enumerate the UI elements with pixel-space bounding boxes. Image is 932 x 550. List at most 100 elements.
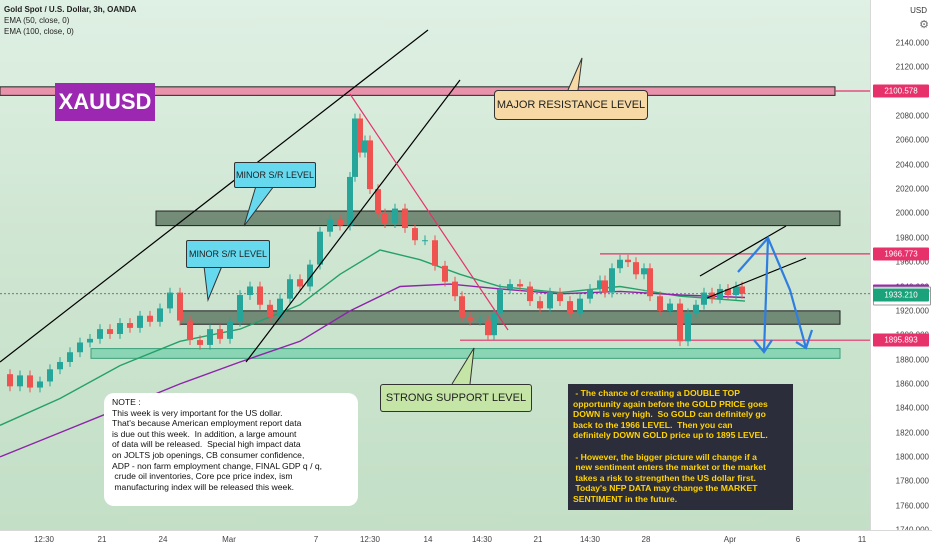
x-tick-label: 14 [423, 535, 433, 544]
candle-body [467, 316, 473, 321]
candle-body [27, 375, 33, 388]
y-tick-label: 1780.000 [895, 476, 929, 486]
candle-body [197, 340, 203, 345]
candle-body [47, 369, 53, 382]
candle-body [127, 323, 133, 328]
x-tick-label: Mar [222, 535, 236, 544]
unit-label: USD [910, 6, 927, 15]
projection-path [737, 235, 808, 349]
x-tick-label: 12:30 [33, 535, 55, 544]
wedge-upper-line [699, 225, 787, 277]
candle-body [67, 352, 73, 362]
candle-body [527, 286, 533, 302]
zone-3 [90, 348, 841, 359]
candle-body [459, 296, 465, 317]
candle-body [422, 240, 428, 242]
plot-area[interactable]: Gold Spot / U.S. Dollar, 3h, OANDA EMA (… [0, 0, 870, 530]
x-tick-label: 21 [97, 535, 107, 544]
candle-body [367, 140, 373, 190]
candle-body [187, 320, 193, 341]
y-tick-label: 2000.000 [895, 208, 929, 218]
candle-body [375, 189, 381, 214]
y-tick-label: 1820.000 [895, 428, 929, 438]
candle-body [87, 338, 93, 343]
y-tick-label: 1760.000 [895, 501, 929, 511]
candle-body [537, 301, 543, 309]
y-tick-label: 1840.000 [895, 403, 929, 413]
candle-body [701, 292, 707, 305]
price-tag: 2100.578 [873, 84, 929, 98]
major-resistance-callout: MAJOR RESISTANCE LEVEL [494, 90, 648, 120]
candle-body [167, 292, 173, 309]
x-tick-label: 24 [158, 535, 168, 544]
candle-body [602, 280, 608, 293]
y-tick-label: 2080.000 [895, 111, 929, 121]
price-axis[interactable]: USD ⚙ 2140.0002120.0002100.0002080.00020… [870, 0, 932, 535]
candle-body [517, 284, 523, 287]
candle-body [177, 292, 183, 321]
analysis-box: - The chance of creating a DOUBLE TOP op… [568, 384, 793, 510]
candle-body [587, 288, 593, 299]
y-tick-label: 1960.000 [895, 257, 929, 267]
y-tick-label: 1800.000 [895, 452, 929, 462]
candle-body [609, 268, 615, 293]
candle-body [412, 228, 418, 241]
arrow-head-2 [795, 329, 814, 350]
candle-body [657, 296, 663, 311]
wedge-lower-line [706, 257, 807, 299]
candle-body [497, 288, 503, 314]
candle-body [625, 259, 631, 263]
candle-body [617, 259, 623, 269]
symbol-badge: XAUUSD [55, 83, 155, 121]
chart-title: Gold Spot / U.S. Dollar, 3h, OANDA [4, 5, 137, 14]
y-tick-label: 2040.000 [895, 160, 929, 170]
time-axis[interactable]: 12:30 21 24 Mar 7 12:30 14 14:30 21 14:30 28 Apr 6 11 [0, 530, 932, 550]
upper-channel-line [0, 29, 429, 363]
candle-body [547, 292, 553, 309]
candle-body [157, 308, 163, 322]
candle-body [667, 303, 673, 311]
y-tick-label: 1880.000 [895, 355, 929, 365]
x-tick-label: 14:30 [579, 535, 601, 544]
candle-body [633, 262, 639, 275]
ema50-legend[interactable]: EMA (50, close, 0) [4, 16, 70, 25]
candle-body [217, 329, 223, 339]
middle-channel-line [245, 79, 461, 363]
candle-body [725, 288, 731, 296]
minor-sr-callout-upper: MINOR S/R LEVEL [234, 162, 316, 188]
price-tag: 1966.773 [873, 247, 929, 261]
candle-body [17, 375, 23, 387]
y-tick-label: 2120.000 [895, 62, 929, 72]
note-box: NOTE : This week is very important for t… [104, 393, 358, 506]
candle-body [432, 240, 438, 266]
candle-body [382, 213, 388, 224]
ema100-legend[interactable]: EMA (100, close, 0) [4, 27, 74, 36]
candle-body [307, 264, 313, 287]
candle-body [677, 303, 683, 342]
candle-body [685, 313, 691, 342]
candle-body [392, 208, 398, 224]
candle-body [337, 219, 343, 226]
candle-body [452, 281, 458, 297]
candle-body [693, 304, 699, 314]
support-pointer [451, 347, 475, 385]
minor-pointer-lower [203, 265, 223, 302]
candle-body [597, 280, 603, 289]
candle-body [567, 301, 573, 314]
candle-body [7, 374, 13, 387]
gear-icon[interactable]: ⚙ [919, 19, 929, 31]
y-tick-label: 2060.000 [895, 135, 929, 145]
candle-body [117, 323, 123, 334]
y-tick-label: 2140.000 [895, 38, 929, 48]
candle-body [147, 315, 153, 322]
candle-body [277, 298, 283, 317]
candle-body [207, 329, 213, 345]
y-tick-label: 1920.000 [895, 306, 929, 316]
strong-support-callout: STRONG SUPPORT LEVEL [380, 384, 532, 412]
x-tick-label: 12:30 [359, 535, 381, 544]
candle-body [327, 219, 333, 232]
candle-body [297, 279, 303, 287]
arrow-head-1 [753, 339, 773, 354]
candle-body [577, 298, 583, 314]
bearish-trendline [349, 93, 509, 331]
